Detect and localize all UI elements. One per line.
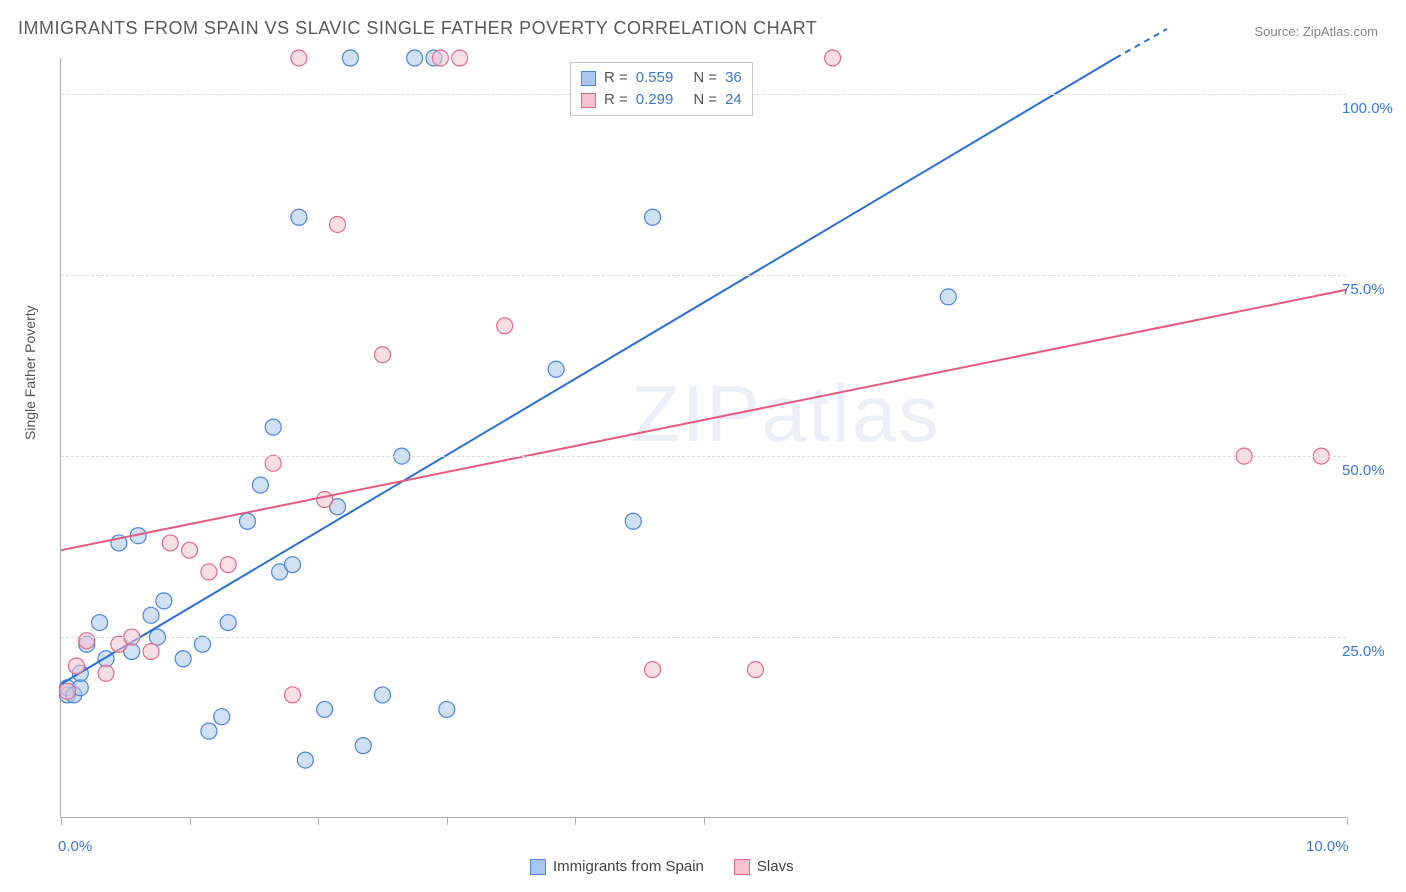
legend-r-label: R =	[604, 67, 628, 89]
data-point	[284, 557, 300, 573]
legend-swatch	[734, 859, 750, 875]
x-tick-mark	[190, 817, 191, 825]
data-point	[291, 209, 307, 225]
data-point	[747, 662, 763, 678]
trend-line	[61, 58, 1116, 684]
plot-area: ZIPatlas	[60, 58, 1346, 818]
data-point	[162, 535, 178, 551]
data-point	[355, 738, 371, 754]
data-point	[92, 615, 108, 631]
legend-n-value: 24	[725, 89, 742, 111]
data-point	[291, 50, 307, 66]
data-point	[59, 683, 75, 699]
y-axis-label: Single Father Poverty	[22, 305, 38, 440]
data-point	[625, 513, 641, 529]
source-label: Source: ZipAtlas.com	[1254, 24, 1378, 39]
data-point	[252, 477, 268, 493]
x-tick-mark	[704, 817, 705, 825]
data-point	[265, 419, 281, 435]
x-tick-mark	[61, 817, 62, 825]
data-point	[317, 492, 333, 508]
chart-title: IMMIGRANTS FROM SPAIN VS SLAVIC SINGLE F…	[18, 18, 817, 39]
data-point	[297, 752, 313, 768]
data-point	[79, 633, 95, 649]
legend-n-label: N =	[693, 89, 717, 111]
data-point	[214, 709, 230, 725]
data-point	[220, 615, 236, 631]
data-point	[201, 723, 217, 739]
x-tick-mark	[447, 817, 448, 825]
legend-series-label: Immigrants from Spain	[553, 858, 704, 875]
legend-r-value: 0.299	[636, 89, 674, 111]
data-point	[407, 50, 423, 66]
data-point	[68, 658, 84, 674]
data-point	[194, 636, 210, 652]
legend-series-item: Slavs	[734, 858, 794, 875]
legend-correlation-row: R = 0.559 N = 36	[581, 67, 742, 89]
data-point	[940, 289, 956, 305]
data-point	[175, 651, 191, 667]
data-point	[497, 318, 513, 334]
data-point	[329, 216, 345, 232]
legend-r-label: R =	[604, 89, 628, 111]
legend-series-label: Slavs	[757, 858, 794, 875]
data-point	[548, 361, 564, 377]
legend-n-label: N =	[693, 67, 717, 89]
x-tick-label: 10.0%	[1306, 838, 1349, 855]
data-point	[452, 50, 468, 66]
trend-line-dashed	[1116, 29, 1167, 58]
data-point	[156, 593, 172, 609]
data-point	[220, 557, 236, 573]
data-point	[239, 513, 255, 529]
data-point	[143, 607, 159, 623]
y-tick-label: 50.0%	[1342, 462, 1385, 479]
y-tick-label: 75.0%	[1342, 281, 1385, 298]
legend-correlation: R = 0.559 N = 36 R = 0.299 N = 24	[570, 62, 753, 116]
x-tick-mark	[318, 817, 319, 825]
legend-swatch	[581, 93, 596, 108]
data-point	[439, 701, 455, 717]
legend-correlation-row: R = 0.299 N = 24	[581, 89, 742, 111]
legend-swatch	[530, 859, 546, 875]
gridline	[61, 275, 1346, 276]
gridline	[61, 637, 1346, 638]
y-tick-label: 25.0%	[1342, 643, 1385, 660]
data-point	[375, 687, 391, 703]
data-point	[98, 665, 114, 681]
y-tick-label: 100.0%	[1342, 100, 1393, 117]
x-tick-mark	[1347, 817, 1348, 825]
scatter-plot-svg	[61, 58, 1346, 817]
data-point	[284, 687, 300, 703]
data-point	[265, 455, 281, 471]
legend-n-value: 36	[725, 67, 742, 89]
data-point	[825, 50, 841, 66]
legend-swatch	[581, 71, 596, 86]
data-point	[201, 564, 217, 580]
data-point	[645, 209, 661, 225]
gridline	[61, 456, 1346, 457]
legend-r-value: 0.559	[636, 67, 674, 89]
data-point	[432, 50, 448, 66]
trend-line	[61, 290, 1347, 551]
data-point	[375, 347, 391, 363]
data-point	[143, 644, 159, 660]
data-point	[317, 701, 333, 717]
x-tick-mark	[575, 817, 576, 825]
legend-series-item: Immigrants from Spain	[530, 858, 704, 875]
x-tick-label: 0.0%	[58, 838, 92, 855]
data-point	[645, 662, 661, 678]
legend-series: Immigrants from Spain Slavs	[530, 858, 794, 875]
data-point	[342, 50, 358, 66]
data-point	[182, 542, 198, 558]
